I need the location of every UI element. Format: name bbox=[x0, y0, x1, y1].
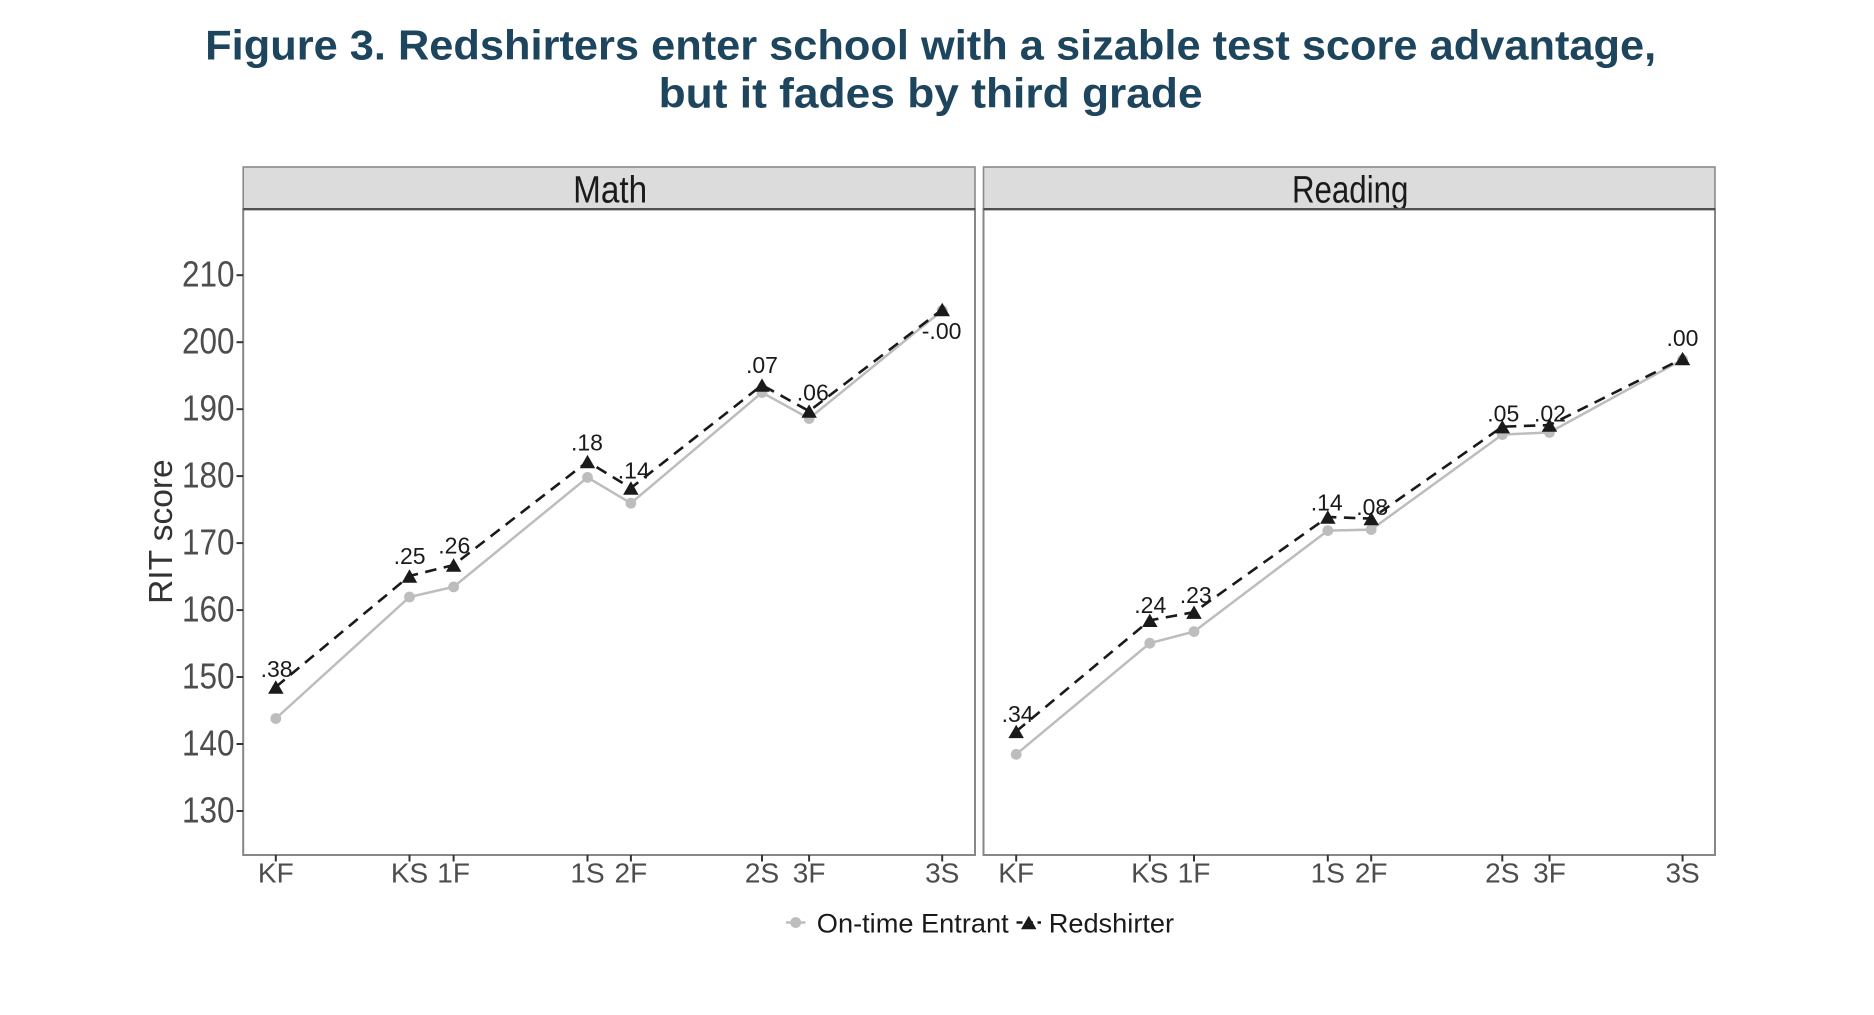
svg-text:160: 160 bbox=[182, 588, 235, 629]
svg-text:.24: .24 bbox=[1134, 592, 1166, 618]
svg-text:1S: 1S bbox=[570, 858, 604, 889]
svg-text:.38: .38 bbox=[261, 656, 293, 682]
svg-text:.07: .07 bbox=[746, 352, 778, 378]
svg-text:KF: KF bbox=[998, 858, 1034, 889]
svg-text:.23: .23 bbox=[1180, 582, 1212, 608]
svg-text:.25: .25 bbox=[394, 543, 426, 569]
svg-text:but it fades by third grade: but it fades by third grade bbox=[659, 70, 1203, 117]
svg-text:.02: .02 bbox=[1534, 400, 1566, 426]
svg-text:3S: 3S bbox=[1665, 858, 1699, 889]
svg-text:KF: KF bbox=[258, 858, 294, 889]
svg-text:1S: 1S bbox=[1311, 858, 1345, 889]
svg-text:130: 130 bbox=[182, 789, 235, 830]
svg-text:.08: .08 bbox=[1356, 494, 1388, 520]
svg-text:Math: Math bbox=[573, 170, 647, 212]
svg-text:KS: KS bbox=[1131, 858, 1168, 889]
svg-text:.05: .05 bbox=[1487, 400, 1519, 426]
svg-text:RIT score: RIT score bbox=[143, 459, 180, 604]
svg-text:3S: 3S bbox=[925, 858, 959, 889]
svg-text:.26: .26 bbox=[438, 533, 470, 559]
svg-text:2F: 2F bbox=[615, 858, 648, 889]
svg-text:2S: 2S bbox=[745, 858, 779, 889]
svg-text:150: 150 bbox=[182, 655, 235, 696]
svg-text:3F: 3F bbox=[1533, 858, 1566, 889]
svg-text:-.00: -.00 bbox=[922, 318, 962, 344]
svg-text:170: 170 bbox=[182, 521, 235, 562]
svg-text:KS: KS bbox=[391, 858, 428, 889]
svg-text:1F: 1F bbox=[1178, 858, 1211, 889]
svg-text:.14: .14 bbox=[1311, 489, 1343, 515]
svg-text:3F: 3F bbox=[793, 858, 826, 889]
svg-text:.18: .18 bbox=[571, 430, 603, 456]
svg-text:.34: .34 bbox=[1002, 701, 1034, 727]
svg-text:200: 200 bbox=[182, 321, 235, 362]
svg-text:Redshirter: Redshirter bbox=[1049, 908, 1174, 939]
svg-text:1F: 1F bbox=[437, 858, 470, 889]
svg-text:Reading: Reading bbox=[1292, 170, 1409, 212]
svg-text:2S: 2S bbox=[1485, 858, 1519, 889]
svg-text:.06: .06 bbox=[797, 379, 829, 405]
svg-text:Figure 3. Redshirters enter sc: Figure 3. Redshirters enter school with … bbox=[205, 22, 1656, 69]
svg-text:210: 210 bbox=[182, 254, 235, 295]
svg-text:On-time Entrant: On-time Entrant bbox=[817, 908, 1009, 939]
svg-text:.14: .14 bbox=[618, 458, 650, 484]
svg-text:140: 140 bbox=[182, 722, 235, 763]
svg-text:2F: 2F bbox=[1355, 858, 1388, 889]
svg-text:.00: .00 bbox=[1667, 325, 1699, 351]
svg-text:190: 190 bbox=[182, 388, 235, 429]
svg-text:180: 180 bbox=[182, 454, 235, 495]
